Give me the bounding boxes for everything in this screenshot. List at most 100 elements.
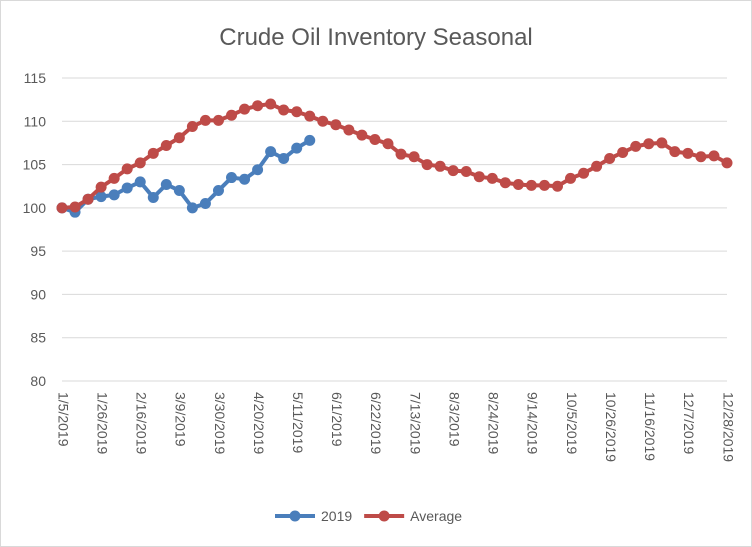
- data-point: [291, 106, 303, 118]
- data-point: [695, 151, 707, 163]
- y-tick-label: 95: [30, 243, 46, 259]
- data-point: [343, 124, 355, 136]
- data-point: [199, 114, 211, 126]
- data-point: [551, 180, 563, 192]
- data-point: [212, 114, 224, 126]
- data-point: [186, 120, 198, 132]
- data-point: [134, 176, 146, 188]
- data-point: [721, 157, 733, 169]
- data-point: [617, 146, 629, 158]
- data-point: [525, 179, 537, 191]
- data-point: [265, 98, 277, 110]
- data-point: [304, 110, 316, 122]
- data-point: [382, 138, 394, 150]
- y-tick-label: 105: [23, 157, 47, 173]
- data-point: [473, 171, 485, 183]
- data-point: [121, 163, 133, 175]
- data-point: [630, 140, 642, 152]
- x-tick-label: 1/5/2019: [55, 392, 71, 447]
- data-point: [499, 177, 511, 189]
- data-point: [82, 193, 94, 205]
- y-tick-label: 100: [23, 200, 47, 216]
- data-point: [512, 178, 524, 190]
- x-tick-label: 3/9/2019: [173, 392, 189, 447]
- y-tick-label: 110: [24, 113, 47, 129]
- data-point: [252, 164, 264, 176]
- data-point: [408, 151, 420, 163]
- data-point: [239, 103, 251, 115]
- data-point: [708, 150, 720, 162]
- data-point: [265, 146, 277, 158]
- data-point: [278, 104, 290, 116]
- data-point: [108, 189, 120, 201]
- data-point: [591, 160, 603, 172]
- legend-marker: [289, 510, 301, 522]
- chart-title: Crude Oil Inventory Seasonal: [219, 24, 533, 51]
- data-point: [239, 173, 251, 185]
- x-tick-label: 2/16/2019: [134, 392, 150, 454]
- data-point: [317, 115, 329, 127]
- data-point: [173, 132, 185, 144]
- legend-label: 2019: [321, 508, 352, 524]
- series-line: [61, 101, 728, 210]
- data-point: [199, 198, 211, 210]
- x-tick-label: 9/14/2019: [525, 392, 541, 454]
- x-tick-label: 11/16/2019: [642, 392, 658, 461]
- x-tick-label: 12/28/2019: [720, 392, 736, 462]
- data-point: [330, 119, 342, 131]
- data-point: [69, 201, 81, 213]
- legend-label: Average: [410, 508, 462, 524]
- data-point: [134, 157, 146, 169]
- y-tick-label: 115: [24, 70, 47, 86]
- data-point: [95, 181, 107, 193]
- data-point: [226, 109, 238, 121]
- data-point: [108, 172, 120, 184]
- x-tick-label: 8/24/2019: [486, 392, 502, 454]
- x-tick-label: 5/11/2019: [290, 392, 306, 453]
- data-point: [212, 185, 224, 197]
- x-tick-label: 7/13/2019: [407, 392, 423, 454]
- y-tick-label: 90: [30, 286, 46, 302]
- data-point: [291, 142, 303, 154]
- y-tick-label: 80: [30, 373, 46, 389]
- data-point: [538, 179, 550, 191]
- data-point: [226, 172, 238, 184]
- x-tick-label: 12/7/2019: [681, 392, 697, 454]
- data-point: [95, 191, 107, 203]
- data-point: [147, 191, 159, 203]
- data-point: [421, 159, 433, 171]
- data-point: [643, 138, 655, 150]
- data-point: [369, 133, 381, 145]
- x-tick-label: 6/1/2019: [329, 392, 345, 447]
- data-point: [147, 147, 159, 159]
- data-point: [669, 146, 681, 158]
- data-point: [682, 147, 694, 159]
- x-tick-label: 3/30/2019: [212, 392, 228, 454]
- data-point: [186, 202, 198, 214]
- data-point: [121, 182, 133, 194]
- data-point: [278, 153, 290, 165]
- x-tick-label: 10/5/2019: [564, 392, 580, 454]
- data-point: [173, 185, 185, 197]
- data-point: [447, 165, 459, 177]
- data-point: [434, 160, 446, 172]
- x-tick-label: 4/20/2019: [251, 392, 267, 454]
- data-point: [604, 153, 616, 165]
- y-tick-label: 85: [30, 330, 46, 346]
- data-point: [304, 134, 316, 146]
- data-point: [356, 129, 368, 141]
- data-point: [578, 167, 590, 179]
- x-tick-label: 8/3/2019: [446, 392, 462, 447]
- data-point: [395, 148, 407, 160]
- x-tick-label: 1/26/2019: [94, 392, 110, 454]
- data-point: [160, 140, 172, 152]
- data-point: [486, 172, 498, 184]
- data-point: [252, 100, 264, 112]
- legend-marker: [378, 510, 390, 522]
- data-point: [565, 172, 577, 184]
- x-tick-label: 6/22/2019: [368, 392, 384, 454]
- data-point: [56, 202, 68, 214]
- data-point: [460, 165, 472, 177]
